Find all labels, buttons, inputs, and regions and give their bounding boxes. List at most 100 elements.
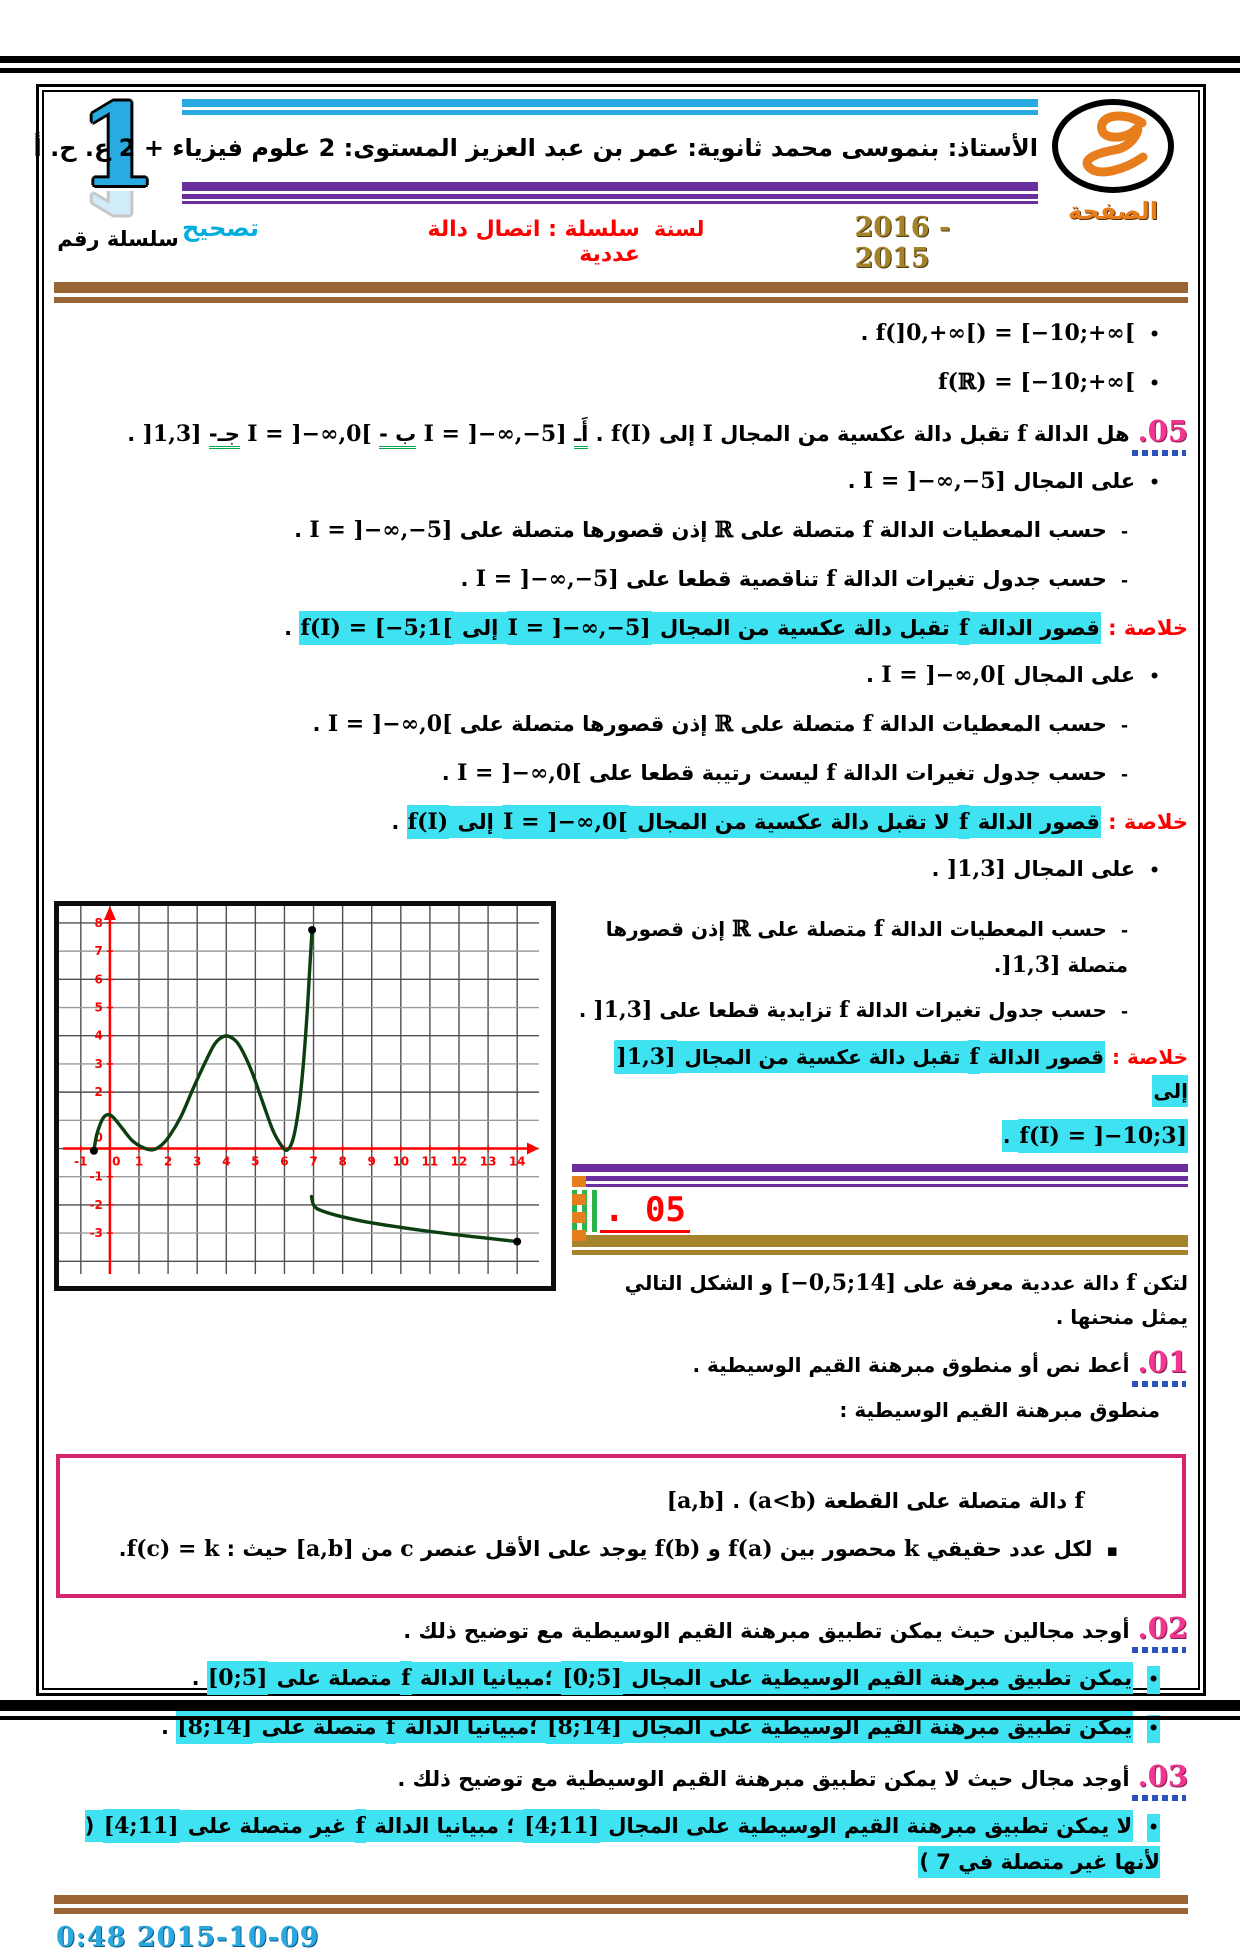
interval3-conclusion-2: f(I) = ]−10;3] .: [572, 1119, 1188, 1153]
series-number-label: سلسلة رقم: [57, 227, 179, 251]
dash-marker: -: [1120, 765, 1128, 785]
school-logo-icon: [1052, 99, 1174, 193]
math-segment: I = ]−∞,0[: [502, 805, 629, 839]
text-segment: تقبل دالة عكسية من المجال: [651, 612, 959, 644]
text-segment: هل الدالة: [1026, 422, 1130, 446]
text-segment: .: [993, 953, 1002, 977]
band-purple-bar-1: [182, 182, 1038, 191]
interval2-continuity: -حسب المعطيات الدالة f متصلة على ℝ إذن ق…: [54, 707, 1188, 743]
page-bottom-bar-1: [0, 1700, 1240, 1711]
header-center: الأستاذ: بنموسى محمد ثانوية: عمر بن عبد …: [34, 95, 1038, 274]
text-segment: تقبل دالة عكسية من المجال: [676, 1041, 969, 1073]
exercise5-intro: لتكن f دالة عددية معرفة على [−0,5;14] و …: [572, 1266, 1188, 1334]
math-segment: f: [862, 517, 873, 543]
curve-endpoint-dot: [513, 1237, 522, 1246]
x-tick-label: 6: [280, 1155, 288, 1169]
page-top-bar-2: [0, 68, 1240, 73]
dash-marker: -: [1120, 921, 1128, 941]
text-segment: خلاصة :: [1100, 810, 1188, 834]
text-segment: على المجال: [1005, 469, 1136, 493]
ivt-statement-title: منطوق مبرهنة القيم الوسيطية :: [572, 1393, 1188, 1427]
y-tick-label: 8: [95, 916, 103, 930]
header-separator-bar-1: [54, 282, 1188, 293]
theorem-line-2: ▪ لكل عدد حقيقي k محصور بين f(a) و f(b) ي…: [78, 1532, 1164, 1568]
q05-line: 05. هل الدالة f تقبل دالة عكسية من المجال…: [54, 414, 1188, 451]
y-tick-label: 0: [95, 1131, 103, 1145]
text-segment: على المجال: [1005, 857, 1136, 881]
math-segment: c: [400, 1536, 414, 1562]
x-tick-label: 2: [164, 1155, 172, 1169]
dash-marker: -: [1120, 571, 1128, 591]
page-label: الصفحة: [1067, 197, 1158, 225]
title-band: الأستاذ: بنموسى محمد ثانوية: عمر بن عبد …: [34, 99, 1038, 204]
section-a-lines: •f(]0,+∞[) = [−10;+∞[ . •f(ℝ) = [−10;+∞[0…: [54, 316, 1188, 888]
math-segment: ℝ: [714, 517, 734, 543]
interval1-title: • على المجال I = ]−∞,−5] .: [54, 464, 1188, 500]
math-segment: I = ]−∞,0[: [327, 711, 453, 737]
interval3-continuity: -حسب المعطيات الدالة f متصلة على ℝ إذن ق…: [572, 912, 1188, 982]
text-segment: [416, 422, 423, 446]
text-segment: أوجد مجال حيث لا يمكن تطبيق مبرهنة القيم…: [397, 1767, 1130, 1791]
text-segment: من: [353, 1537, 401, 1561]
header: الصفحة الأستاذ: بنموسى محمد ثانوية: عمر …: [34, 91, 1188, 274]
text-segment: غير متصلة على: [179, 1810, 355, 1842]
text-segment: خلاصة :: [1105, 1045, 1188, 1069]
x-tick-label: 11: [422, 1155, 439, 1169]
math-segment: f: [968, 1040, 980, 1074]
text-segment: .: [847, 469, 863, 493]
curve-branch-1: [92, 928, 314, 1153]
math-segment: ℝ: [732, 916, 751, 942]
text-segment: تقبل دالة عكسية من المجال: [712, 422, 1018, 446]
series-number-badge: 1 1 سلسلة رقم: [54, 91, 182, 252]
page-frame-inner: الصفحة الأستاذ: بنموسى محمد ثانوية: عمر …: [34, 90, 1200, 1953]
q02-line: 02. أوجد مجالين حيث يمكن تطبيق مبرهنة الق…: [54, 1611, 1188, 1648]
text-segment: .: [866, 663, 882, 687]
bullet-marker: •: [1147, 1666, 1160, 1694]
band-cyan-bar-2: [182, 110, 1038, 115]
text-segment: يمكن تطبيق مبرهنة القيم الوسيطية على الم…: [622, 1662, 1134, 1694]
text-segment: إلى: [651, 422, 703, 446]
section-05-number: 05 .: [600, 1190, 690, 1233]
text-segment: حسب جدول تغيرات الدالة: [835, 761, 1107, 785]
series-number-reflection: 1: [54, 191, 182, 221]
text-segment: .: [127, 422, 143, 446]
text-segment: .: [312, 712, 328, 736]
bullet-marker: •: [1149, 325, 1160, 345]
text-segment: أوجد مجالين حيث يمكن تطبيق مبرهنة القيم …: [403, 1619, 1130, 1643]
x-tick-label: 13: [480, 1155, 497, 1169]
y-tick-label: 4: [95, 1029, 103, 1043]
x-tick-label: 5: [251, 1155, 259, 1169]
section-05-header: 05 .: [572, 1187, 1188, 1235]
series-title: سلسلة : اتصال دالة عددية: [427, 217, 640, 267]
theorem-line-1: f دالة متصلة على القطعة [a,b] . (a<b): [78, 1484, 1164, 1518]
text-segment: .: [460, 567, 476, 591]
x-tick-label: 8: [338, 1155, 346, 1169]
math-segment: I = ]−∞,−5]: [309, 517, 453, 543]
page-frame: الصفحة الأستاذ: بنموسى محمد ثانوية: عمر …: [34, 84, 1206, 1953]
math-segment: f: [1126, 1270, 1136, 1296]
page-top-bar-1: [0, 56, 1240, 63]
text-segment: حسب المعطيات الدالة: [872, 712, 1107, 736]
orange-dashes-decor: [572, 1176, 586, 1241]
math-segment: f: [839, 997, 849, 1023]
ivt-theorem-box: f دالة متصلة على القطعة [a,b] . (a<b) ▪ لك…: [56, 1454, 1186, 1598]
text-segment: .: [860, 321, 876, 345]
footer-separator-bar-1: [54, 1895, 1188, 1904]
bullet-marker: •: [1149, 667, 1160, 687]
math-segment: (a<b): [747, 1488, 817, 1514]
break-gold-bar-2: [572, 1250, 1188, 1255]
math-segment: f: [826, 760, 836, 786]
x-tick-label: 10: [392, 1155, 409, 1169]
text-segment: .: [588, 422, 611, 446]
math-segment: f: [1074, 1488, 1084, 1514]
text-segment: أعط نص أو منطوق مبرهنة القيم الوسيطية .: [692, 1353, 1130, 1377]
math-segment: f(I): [406, 805, 450, 839]
text-segment: [202, 422, 209, 446]
text-segment: و الشكل التالي يمثل منحنها .: [624, 1271, 1188, 1329]
correction-label: تصحيح: [182, 214, 260, 242]
text-segment: .: [724, 1489, 748, 1513]
math-segment: [−0,5;14]: [779, 1270, 897, 1296]
math-segment: f(]0,+∞[) = [−10;+∞[: [875, 320, 1136, 346]
text-segment: إلى: [449, 806, 503, 838]
